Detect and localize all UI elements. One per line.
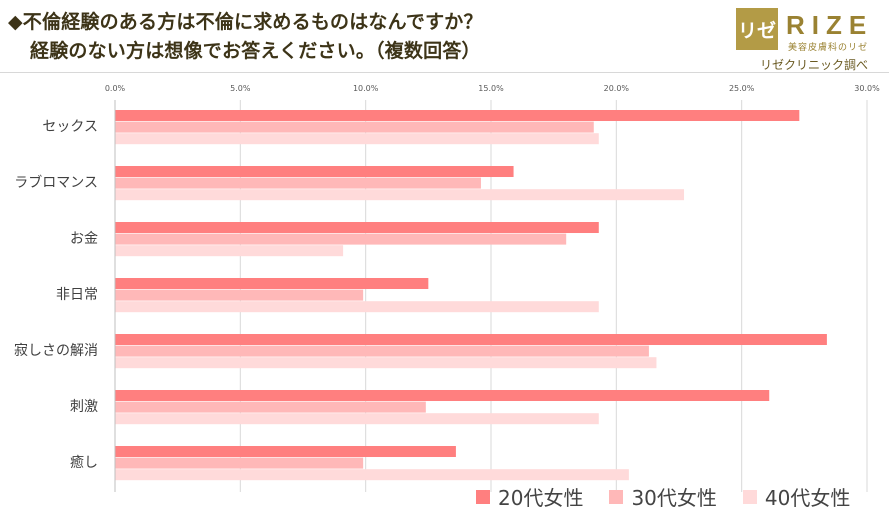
bar-0-4 [115,334,827,345]
bar-1-0 [115,121,594,133]
bar-2-6 [115,469,629,481]
category-label: お金 [70,231,98,247]
x-tick-label: 20.0% [604,84,630,93]
chart-title: ◆不倫経験のある方は不倫に求めるものはなんですか？ 経験のない方は想像でお答えく… [8,8,483,66]
legend-swatch-20s [476,489,490,504]
bar-0-0 [115,110,800,121]
bar-2-3 [115,301,599,313]
bar-1-3 [115,289,364,301]
bar-0-3 [115,278,429,289]
logo-word: RIZE [786,10,874,40]
legend-label-40s: 40代女性 [764,486,851,510]
bar-2-1 [115,189,685,201]
title-line-1: ◆不倫経験のある方は不倫に求めるものはなんですか？ [8,11,483,33]
x-tick-label: 5.0% [230,84,251,93]
bar-1-6 [115,457,364,469]
x-tick-label: 10.0% [353,84,379,93]
bar-0-6 [115,446,456,457]
logo-mark: リゼ [736,8,778,50]
x-tick-label: 15.0% [478,84,504,93]
category-label: 非日常 [56,287,98,303]
bar-2-4 [115,357,657,369]
category-label: 刺激 [70,398,98,415]
rize-logo: リゼ RIZE 美容皮膚科のリゼ リゼクリニック調べ [736,8,886,72]
legend: 20代女性 30代女性 40代女性 [476,482,850,511]
legend-swatch-30s [609,489,624,504]
bar-0-5 [115,390,770,401]
x-tick-label: 25.0% [729,84,755,93]
legend-item-20s: 20代女性 [476,482,583,511]
category-label: 癒し [70,455,98,471]
bar-2-5 [115,413,599,425]
bar-1-2 [115,233,567,245]
legend-label-30s: 30代女性 [631,486,717,510]
x-tick-label: 30.0% [854,84,880,93]
bar-0-2 [115,222,599,233]
bar-1-5 [115,401,426,413]
bar-2-0 [115,133,599,145]
category-label: ラブロマンス [14,174,98,191]
x-tick-label: 0.0% [105,84,126,93]
bar-1-1 [115,177,481,189]
legend-item-40s: 40代女性 [742,482,851,511]
legend-swatch-40s [742,489,757,504]
bar-2-2 [115,245,344,257]
source-credit: リゼクリニック調べ [760,58,869,72]
legend-item-30s: 30代女性 [609,482,717,511]
bar-0-1 [115,166,514,177]
title-line-2: 経験のない方は想像でお答えください。（複数回答） [30,40,481,62]
header-divider [0,72,889,73]
logo-subtitle: 美容皮膚科のリゼ [788,43,869,53]
category-label: 寂しさの解消 [14,343,98,359]
category-label: セックス [42,119,98,135]
legend-label-20s: 20代女性 [498,486,584,510]
bar-1-4 [115,345,649,357]
